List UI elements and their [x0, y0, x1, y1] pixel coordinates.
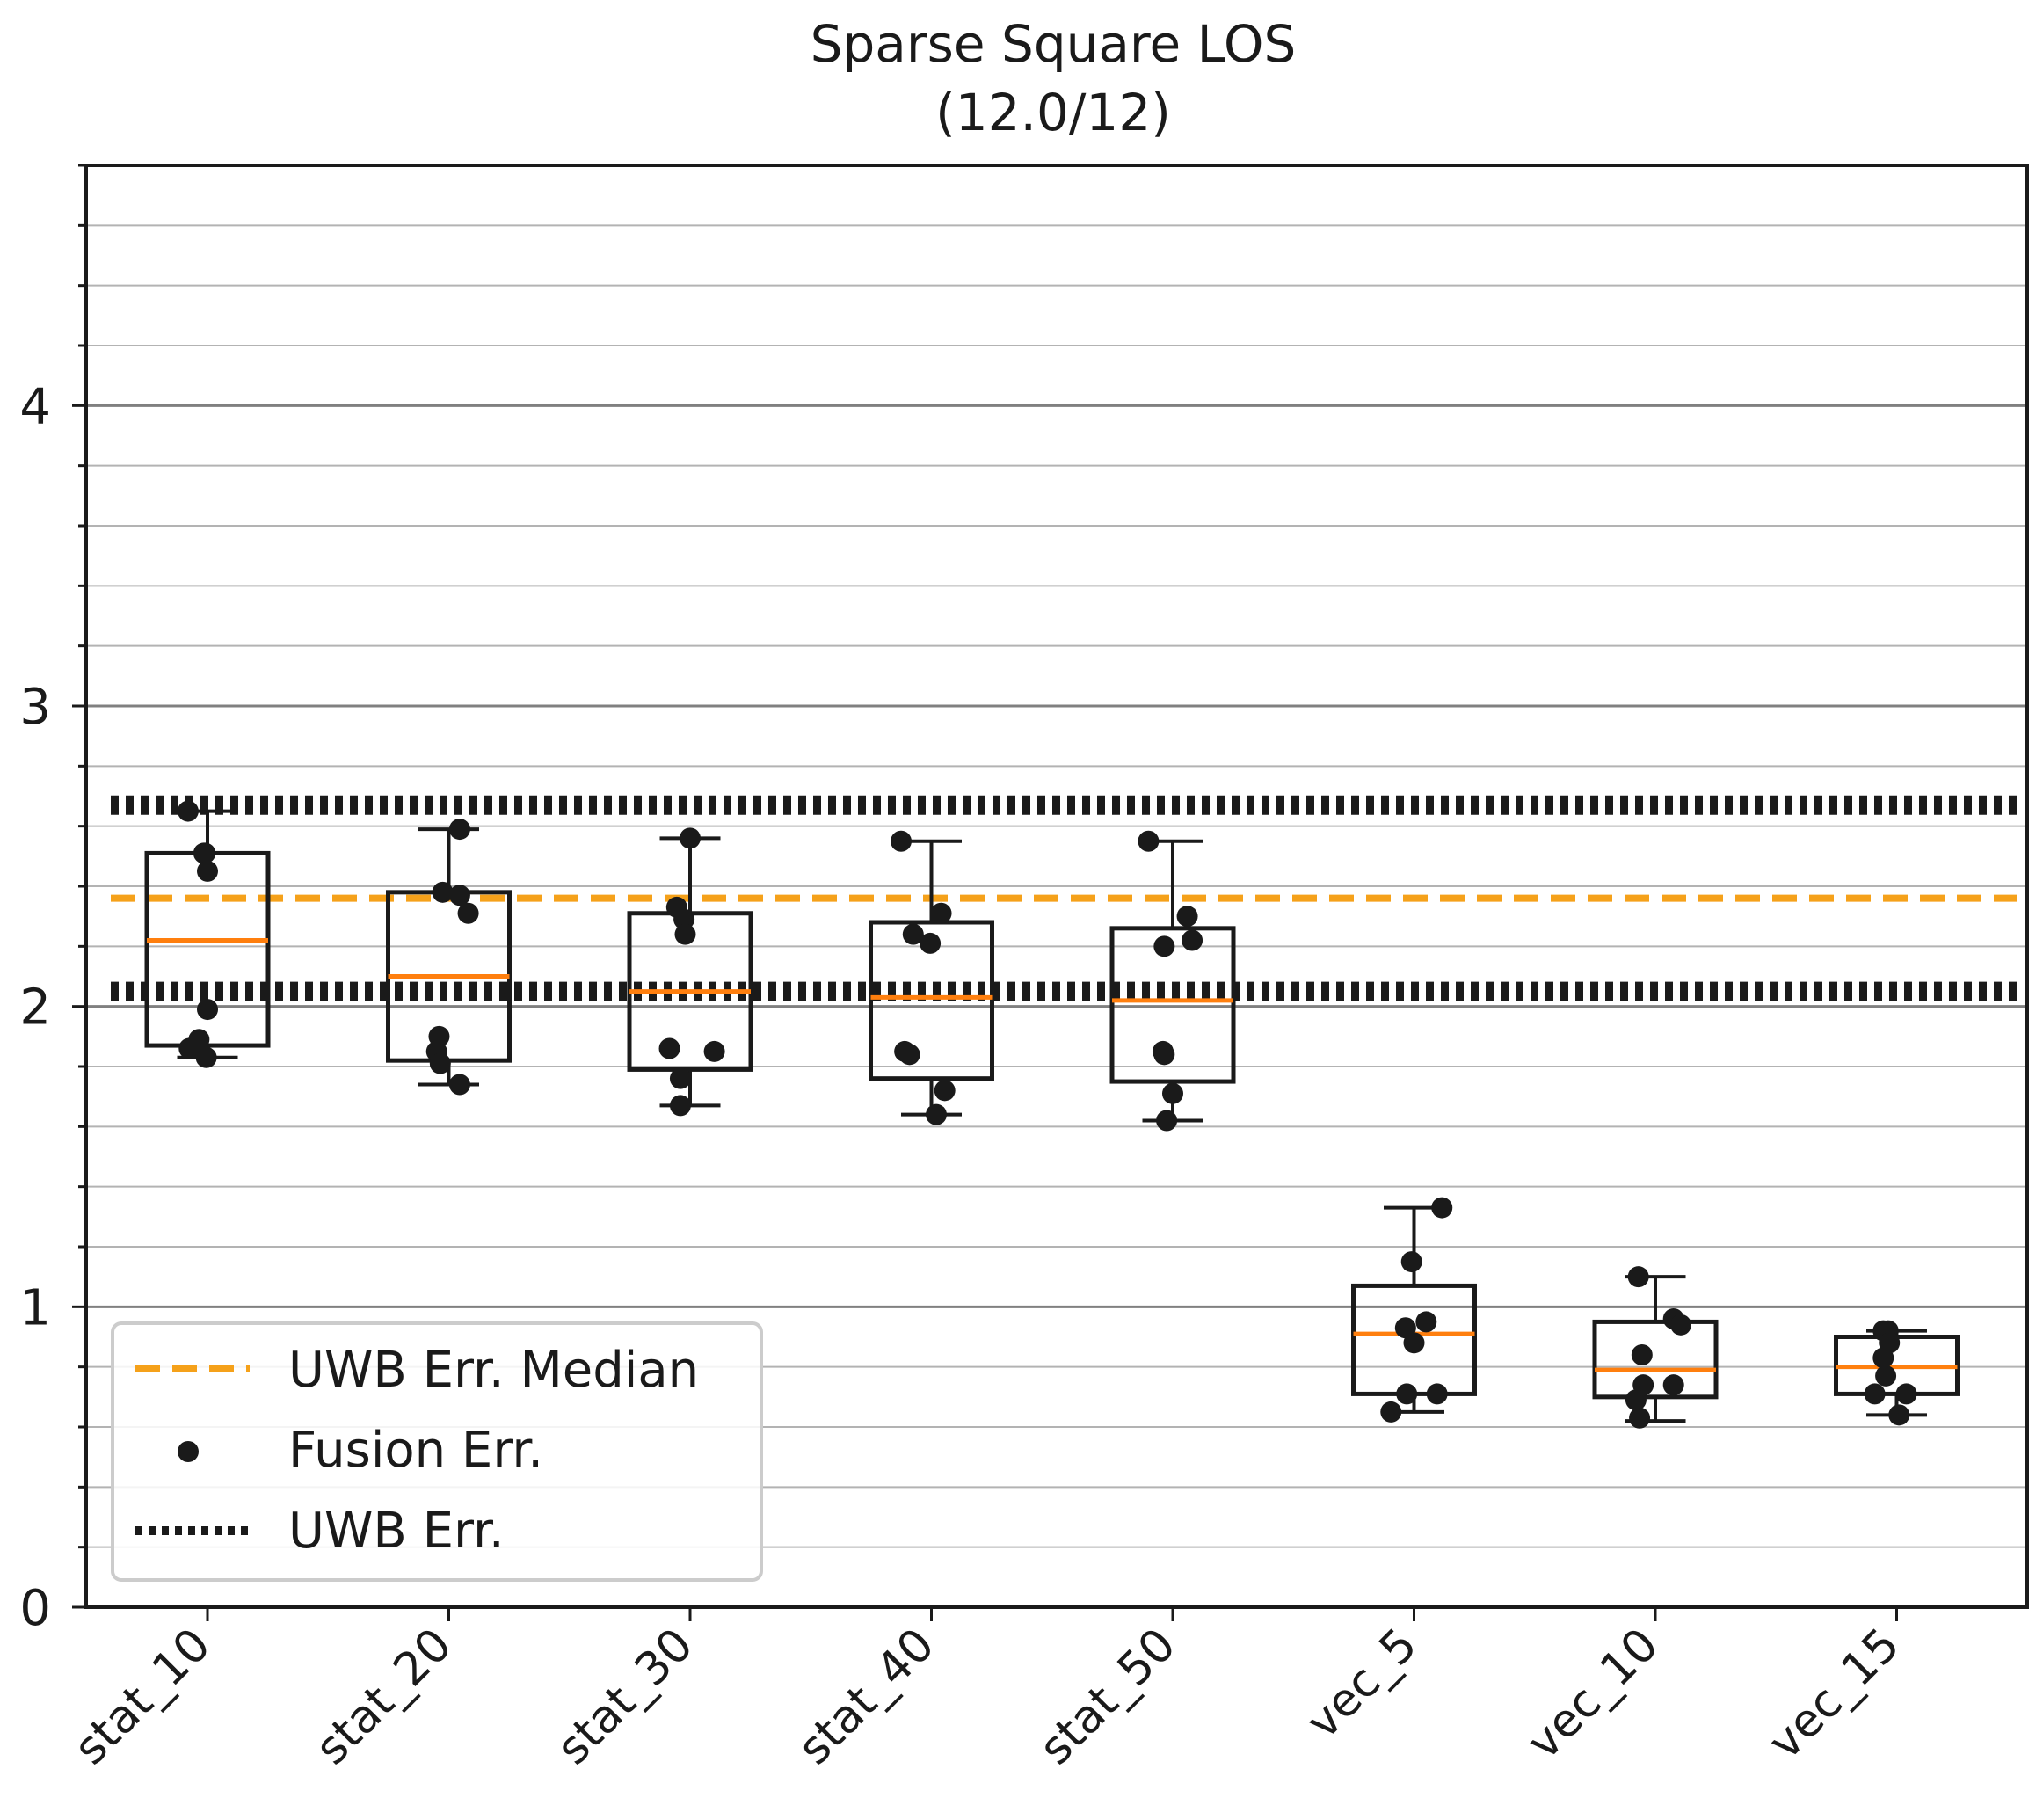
fusion-point-vec_10 — [1662, 1374, 1684, 1396]
fusion-point-stat_50 — [1153, 935, 1175, 957]
fusion-point-stat_10 — [177, 800, 199, 822]
fusion-point-vec_15 — [1872, 1347, 1894, 1369]
chart-subtitle: (12.0/12) — [935, 83, 1171, 142]
fusion-point-vec_10 — [1631, 1344, 1653, 1365]
fusion-point-vec_5 — [1431, 1197, 1453, 1219]
fusion-point-stat_20 — [448, 1074, 470, 1096]
legend-frame — [111, 1321, 763, 1582]
chart-title: Sparse Square LOS — [811, 14, 1297, 74]
fusion-point-vec_5 — [1403, 1332, 1425, 1354]
fusion-point-stat_30 — [674, 923, 696, 945]
fusion-point-stat_50 — [1156, 1110, 1178, 1132]
fusion-point-stat_50 — [1138, 830, 1160, 852]
fusion-point-stat_50 — [1176, 906, 1198, 928]
x-tick-label-stat_40: stat_40 — [789, 1619, 945, 1775]
x-tick-label-stat_30: stat_30 — [547, 1619, 703, 1775]
box-stat_20 — [386, 827, 512, 1087]
fusion-point-vec_10 — [1625, 1389, 1647, 1411]
box-stat_40 — [869, 839, 994, 1117]
fusion-point-vec_10 — [1627, 1266, 1649, 1288]
fusion-point-stat_30 — [680, 827, 701, 849]
y-tick-label: 2 — [19, 979, 51, 1037]
iqr-box — [1109, 926, 1236, 1084]
fusion-point-vec_5 — [1426, 1383, 1448, 1405]
fusion-point-stat_40 — [891, 830, 912, 852]
fusion-point-vec_5 — [1380, 1401, 1402, 1423]
fusion-point-stat_40 — [902, 923, 924, 945]
fusion-point-stat_20 — [429, 1052, 451, 1074]
x-tick-label-stat_50: stat_50 — [1029, 1619, 1186, 1775]
fusion-point-stat_10 — [193, 842, 215, 864]
fusion-point-stat_40 — [920, 932, 942, 954]
x-tick-label-stat_20: stat_20 — [306, 1619, 462, 1775]
fusion-point-stat_20 — [448, 885, 470, 906]
iqr-box — [1592, 1319, 1719, 1400]
legend-uwb-err-label: UWB Err. — [288, 1503, 505, 1560]
fusion-point-stat_10 — [178, 1037, 200, 1059]
fusion-point-vec_10 — [1669, 1314, 1691, 1336]
fusion-point-vec_15 — [1864, 1383, 1886, 1405]
box-vec_10 — [1592, 1275, 1719, 1423]
fusion-point-stat_40 — [934, 1080, 956, 1102]
fusion-point-stat_30 — [703, 1040, 725, 1062]
y-tick-label: 0 — [19, 1580, 51, 1637]
legend-fusion-label: Fusion Err. — [288, 1422, 543, 1479]
fusion-point-vec_5 — [1396, 1383, 1418, 1405]
y-tick-label: 1 — [19, 1279, 51, 1336]
fusion-point-stat_40 — [898, 1044, 920, 1066]
fusion-point-stat_10 — [195, 1046, 217, 1068]
grid-lines — [86, 224, 2027, 1548]
fusion-point-stat_20 — [448, 819, 470, 841]
fusion-point-vec_15 — [1895, 1383, 1917, 1405]
fusion-point-vec_5 — [1400, 1251, 1422, 1273]
fusion-point-stat_30 — [669, 1067, 691, 1089]
x-tick-label-vec_10: vec_10 — [1517, 1619, 1669, 1770]
box-stat_30 — [627, 836, 753, 1108]
fusion-point-stat_50 — [1162, 1082, 1183, 1104]
fusion-point-stat_50 — [1153, 1044, 1175, 1066]
uwb-error-lines — [111, 795, 2017, 1001]
legend-fusion-swatch — [178, 1441, 199, 1462]
fusion-point-vec_15 — [1888, 1404, 1910, 1426]
x-tick-label-stat_10: stat_10 — [64, 1619, 221, 1775]
fusion-point-stat_20 — [432, 881, 454, 903]
fusion-point-stat_10 — [197, 999, 218, 1021]
box-stat_50 — [1109, 839, 1236, 1123]
y-tick-label: 3 — [19, 679, 51, 736]
fusion-point-stat_10 — [197, 860, 218, 882]
fusion-point-stat_50 — [1182, 929, 1203, 951]
fusion-point-stat_30 — [669, 1095, 691, 1117]
fusion-point-stat_20 — [457, 902, 479, 924]
x-tick-label-vec_15: vec_15 — [1758, 1619, 1909, 1770]
legend-uwb-median-label: UWB Err. Median — [288, 1342, 699, 1399]
iqr-box — [869, 920, 994, 1081]
fusion-point-stat_40 — [926, 1103, 948, 1125]
fusion-point-vec_5 — [1415, 1311, 1437, 1333]
fusion-point-vec_10 — [1629, 1407, 1651, 1429]
fusion-point-stat_30 — [673, 908, 695, 930]
box-vec_5 — [1351, 1205, 1477, 1414]
fusion-points-layer — [177, 800, 1917, 1429]
x-tick-label-vec_5: vec_5 — [1297, 1619, 1428, 1750]
y-tick-label: 4 — [19, 378, 51, 435]
legend: UWB Err. Median Fusion Err. UWB Err. — [111, 1321, 763, 1582]
fusion-point-stat_40 — [930, 902, 952, 924]
fusion-point-stat_30 — [658, 1037, 680, 1059]
fusion-point-vec_15 — [1875, 1365, 1897, 1387]
